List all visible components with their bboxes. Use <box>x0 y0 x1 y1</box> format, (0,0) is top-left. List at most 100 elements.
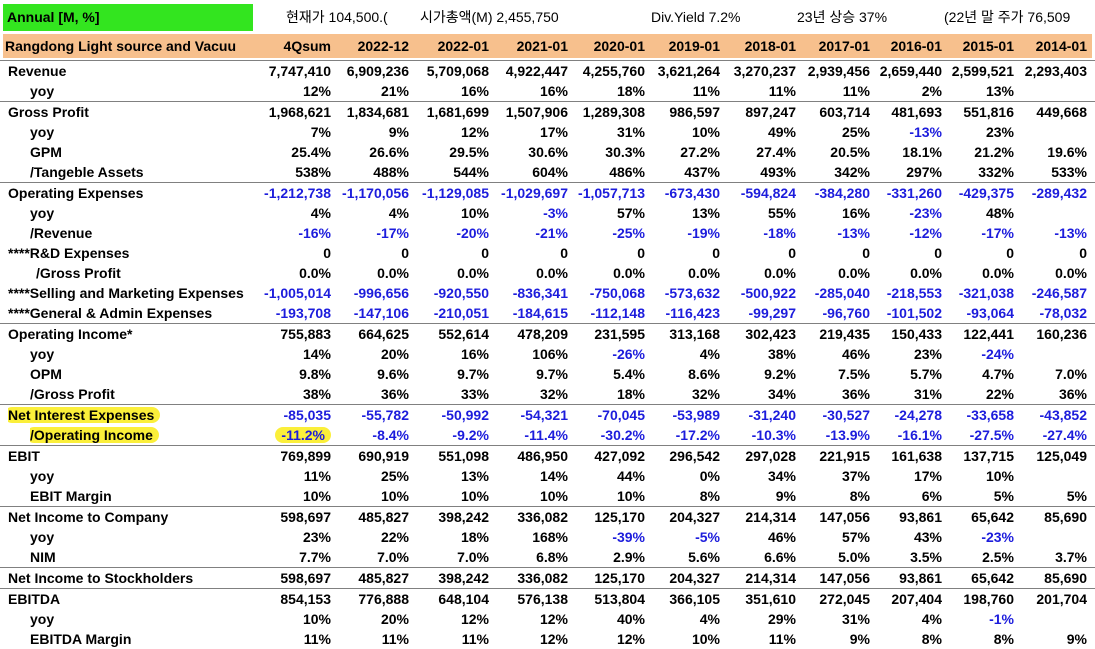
cell-value: 690,919 <box>358 448 409 464</box>
cell-value: 93,861 <box>899 509 942 525</box>
cell-value: -996,656 <box>353 285 409 301</box>
cell-value: 603,714 <box>819 104 870 120</box>
cell-value: 214,314 <box>745 570 796 586</box>
table-cell: 0 <box>567 243 645 263</box>
cell-value: 5.0% <box>838 549 870 565</box>
row-label-text: EBITDA Margin <box>30 631 132 647</box>
ytd-rise: 23년 상승 37% <box>797 9 888 25</box>
cell-value: 336,082 <box>517 570 568 586</box>
table-cell: 18% <box>567 81 645 101</box>
cell-value: 8% <box>699 488 720 504</box>
cell-value: 30.3% <box>605 144 645 160</box>
table-row: Net Income to Company 598,697 485,827 398,2… <box>0 506 1095 527</box>
table-cell: -70,045 <box>567 405 645 425</box>
cell-value: 7.0% <box>457 549 489 565</box>
cell-value: 19.6% <box>1047 144 1087 160</box>
cell-value: 9.2% <box>764 366 796 382</box>
table-row: Operating Expenses -1,212,738 -1,170,056 -1… <box>0 182 1095 203</box>
table-cell: 5.6% <box>642 547 720 567</box>
table-cell: 366,105 <box>642 589 720 609</box>
cell-value: 2% <box>921 83 942 99</box>
cell-value: 23% <box>913 346 942 362</box>
cell-value: 493% <box>760 164 796 180</box>
table-cell: 13% <box>642 203 720 223</box>
table-cell: -836,341 <box>490 283 568 303</box>
table-cell: 21% <box>331 81 409 101</box>
table-cell: 25.4% <box>253 142 331 162</box>
table-cell: 5,709,068 <box>411 61 489 81</box>
cell-value: 1,507,906 <box>505 104 568 120</box>
column-header: 2015-01 <box>962 38 1014 54</box>
cell-value: 10% <box>302 611 331 627</box>
table-cell: 10% <box>331 486 409 506</box>
cell-value: 0.0% <box>457 265 489 281</box>
cell-value: 12% <box>460 124 489 140</box>
table-cell: -25% <box>567 223 645 243</box>
table-cell: 604% <box>490 162 568 182</box>
cell-value: 604% <box>532 164 568 180</box>
table-cell: -27.5% <box>936 425 1014 445</box>
table-cell: 38% <box>253 384 331 404</box>
cell-value: 9.6% <box>377 366 409 382</box>
cell-value: 3,621,264 <box>657 63 720 79</box>
cell-value: 46% <box>767 529 796 545</box>
table-cell: 2,939,456 <box>792 61 870 81</box>
cell-value: -920,550 <box>433 285 489 301</box>
table-cell: 27.4% <box>718 142 796 162</box>
cell-value: 776,888 <box>358 591 409 607</box>
row-label: EBITDA <box>8 589 254 609</box>
cell-value: -85,035 <box>283 407 331 423</box>
table-cell: 17% <box>490 122 568 142</box>
cell-value: 3,270,237 <box>733 63 796 79</box>
table-cell: -673,430 <box>642 183 720 203</box>
table-cell: 4% <box>642 344 720 364</box>
cell-value: 437% <box>684 164 720 180</box>
table-cell: 38% <box>718 344 796 364</box>
cell-value: 20% <box>380 346 409 362</box>
table-row: EBITDA Margin 11% 11% 11% 12% 12% 10% 11% 9% 8% 8%… <box>0 629 1095 649</box>
cell-value: 449,668 <box>1036 104 1087 120</box>
table-cell: 2,599,521 <box>936 61 1014 81</box>
table-cell: 12% <box>490 609 568 629</box>
table-cell: -78,032 <box>1009 303 1087 323</box>
table-cell: 302,423 <box>718 324 796 344</box>
cell-value: -31,240 <box>748 407 796 423</box>
cell-value: 5.4% <box>613 366 645 382</box>
table-cell: 5.7% <box>864 364 942 384</box>
cell-value: -218,553 <box>886 285 942 301</box>
table-cell: -5% <box>642 527 720 547</box>
table-cell: 3,621,264 <box>642 61 720 81</box>
table-row: GPM 25.4% 26.6% 29.5% 30.6% 30.3% 27.2% 27.4% 20… <box>0 142 1095 162</box>
table-cell: -246,587 <box>1009 283 1087 303</box>
cell-value: -20% <box>456 225 489 241</box>
cell-value: 31% <box>841 611 870 627</box>
cell-value: 29.5% <box>449 144 489 160</box>
cell-value: 854,153 <box>280 591 331 607</box>
table-cell: 22% <box>936 384 1014 404</box>
cell-value: 0.0% <box>764 265 796 281</box>
table-cell: 40% <box>567 609 645 629</box>
cell-value: -147,106 <box>353 305 409 321</box>
cell-value: 0.0% <box>299 265 331 281</box>
table-cell: 0.0% <box>864 263 942 283</box>
row-label-text: /Gross Profit <box>36 265 121 281</box>
table-cell: 664,625 <box>331 324 409 344</box>
table-cell: -13.9% <box>792 425 870 445</box>
table-cell: 3.5% <box>864 547 942 567</box>
summary-bar: Annual [M, %] 현재가 104,500.( 시가총액(M) 2,45… <box>0 4 1095 32</box>
cell-value: 34% <box>767 468 796 484</box>
table-cell: 65,642 <box>936 568 1014 588</box>
table-cell: 30.3% <box>567 142 645 162</box>
table-cell: 8% <box>936 629 1014 649</box>
table-cell: 6% <box>864 486 942 506</box>
table-cell: 48% <box>936 203 1014 223</box>
table-cell: -13% <box>864 122 942 142</box>
row-label: EBITDA Margin <box>30 629 254 649</box>
cell-value: -331,260 <box>886 185 942 201</box>
cell-value: -50,992 <box>441 407 489 423</box>
table-cell: -13% <box>792 223 870 243</box>
table-cell: 11% <box>253 466 331 486</box>
cell-value: 7% <box>310 124 331 140</box>
table-cell: -16% <box>253 223 331 243</box>
cell-value: 10% <box>985 468 1014 484</box>
